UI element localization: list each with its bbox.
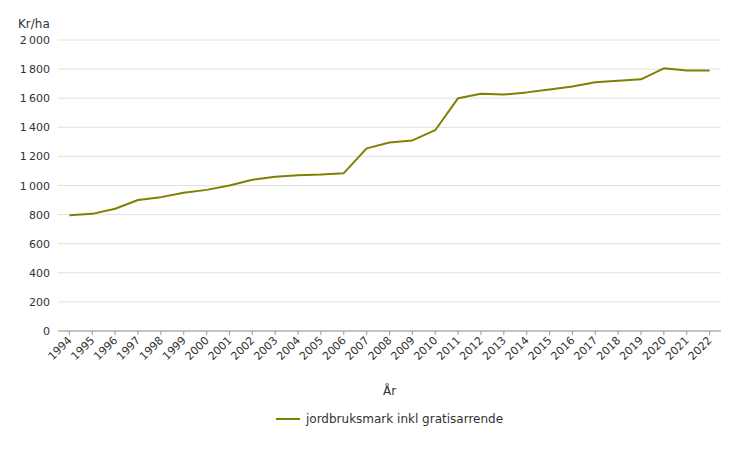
grid-line — [58, 69, 721, 70]
y-tick-label: 2 000 — [20, 34, 50, 47]
y-tick-label: 1 000 — [20, 180, 50, 193]
x-tick — [206, 331, 207, 335]
y-tick-label: 0 — [43, 325, 50, 338]
x-tick — [686, 331, 687, 335]
x-tick-label: 2013 — [480, 334, 509, 363]
x-tick-label: 2001 — [206, 334, 235, 363]
x-tick-label: 1995 — [68, 334, 97, 363]
x-tick — [640, 331, 641, 335]
grid-line — [58, 98, 721, 99]
x-tick-label: 2006 — [320, 334, 349, 363]
x-tick — [115, 331, 116, 335]
x-tick-label: 2007 — [343, 334, 372, 363]
x-tick — [709, 331, 710, 335]
x-tick — [183, 331, 184, 335]
x-tick-label: 2008 — [366, 334, 395, 363]
x-tick-label: 2000 — [183, 334, 212, 363]
x-tick — [389, 331, 390, 335]
x-tick — [275, 331, 276, 335]
x-tick-label: 2021 — [663, 334, 692, 363]
legend-label: jordbruksmark inkl gratisarrende — [305, 412, 503, 426]
x-tick — [160, 331, 161, 335]
x-ticks: 1994199519961997199819992000200120022003… — [46, 331, 715, 363]
y-tick-label: 400 — [29, 267, 50, 280]
x-tick — [298, 331, 299, 335]
x-tick-label: 2018 — [594, 334, 623, 363]
x-tick-label: 2022 — [686, 334, 715, 363]
x-tick-label: 2011 — [434, 334, 463, 363]
legend: jordbruksmark inkl gratisarrende — [276, 412, 503, 426]
x-tick — [572, 331, 573, 335]
x-tick — [412, 331, 413, 335]
chart-svg: 0 200 400 600 800 1 000 1 200 1 400 1 600 1 800 2 … — [0, 0, 739, 449]
x-tick-label: 1996 — [91, 334, 120, 363]
grid-line — [58, 40, 721, 41]
legend-swatch — [276, 418, 300, 420]
y-tick-label: 200 — [29, 296, 50, 309]
x-tick-label: 2005 — [297, 334, 326, 363]
y-tick-label: 1 800 — [20, 63, 50, 76]
x-tick — [138, 331, 139, 335]
y-tick-label: 600 — [29, 238, 50, 251]
grid-line — [58, 301, 721, 302]
grid-line — [58, 214, 721, 215]
grid-line — [58, 185, 721, 186]
y-grid — [58, 40, 721, 331]
x-tick-label: 1998 — [137, 334, 166, 363]
x-tick-label: 2014 — [503, 334, 532, 363]
y-axis-label: Kr/ha — [18, 17, 50, 31]
x-tick-label: 1999 — [160, 334, 189, 363]
x-tick — [435, 331, 436, 335]
x-tick — [229, 331, 230, 335]
x-tick-label: 2010 — [411, 334, 440, 363]
series-line — [69, 68, 709, 215]
x-tick-label: 2019 — [617, 334, 646, 363]
x-tick — [663, 331, 664, 335]
x-tick-label: 2015 — [526, 334, 555, 363]
x-tick — [503, 331, 504, 335]
y-tick-label: 1 200 — [20, 150, 50, 163]
x-axis-label: År — [383, 383, 396, 398]
x-tick-label: 2002 — [228, 334, 257, 363]
x-tick-label: 2020 — [640, 334, 669, 363]
x-tick — [252, 331, 253, 335]
x-tick — [618, 331, 619, 335]
y-tick-label: 1 600 — [20, 92, 50, 105]
x-tick — [549, 331, 550, 335]
x-tick-label: 1994 — [46, 334, 75, 363]
x-tick-label: 2009 — [388, 334, 417, 363]
grid-line — [58, 272, 721, 273]
grid-line — [58, 156, 721, 157]
x-tick-label: 2004 — [274, 334, 303, 363]
x-tick — [343, 331, 344, 335]
y-tick-label: 1 400 — [20, 121, 50, 134]
x-tick — [458, 331, 459, 335]
x-tick-label: 2016 — [549, 334, 578, 363]
x-tick-label: 1997 — [114, 334, 143, 363]
x-tick-label: 2017 — [571, 334, 600, 363]
grid-line — [58, 243, 721, 244]
data-layer — [69, 68, 709, 215]
x-tick — [526, 331, 527, 335]
x-tick — [92, 331, 93, 335]
x-tick — [595, 331, 596, 335]
x-tick — [366, 331, 367, 335]
chart-container: 0 200 400 600 800 1 000 1 200 1 400 1 600 1 800 2 … — [0, 0, 739, 449]
x-tick — [480, 331, 481, 335]
x-tick-label: 2003 — [251, 334, 280, 363]
x-tick-label: 2012 — [457, 334, 486, 363]
grid-line — [58, 127, 721, 128]
x-tick — [69, 331, 70, 335]
x-tick — [320, 331, 321, 335]
y-tick-labels: 0 200 400 600 800 1 000 1 200 1 400 1 600 1 800 2 … — [20, 34, 50, 338]
y-tick-label: 800 — [29, 209, 50, 222]
